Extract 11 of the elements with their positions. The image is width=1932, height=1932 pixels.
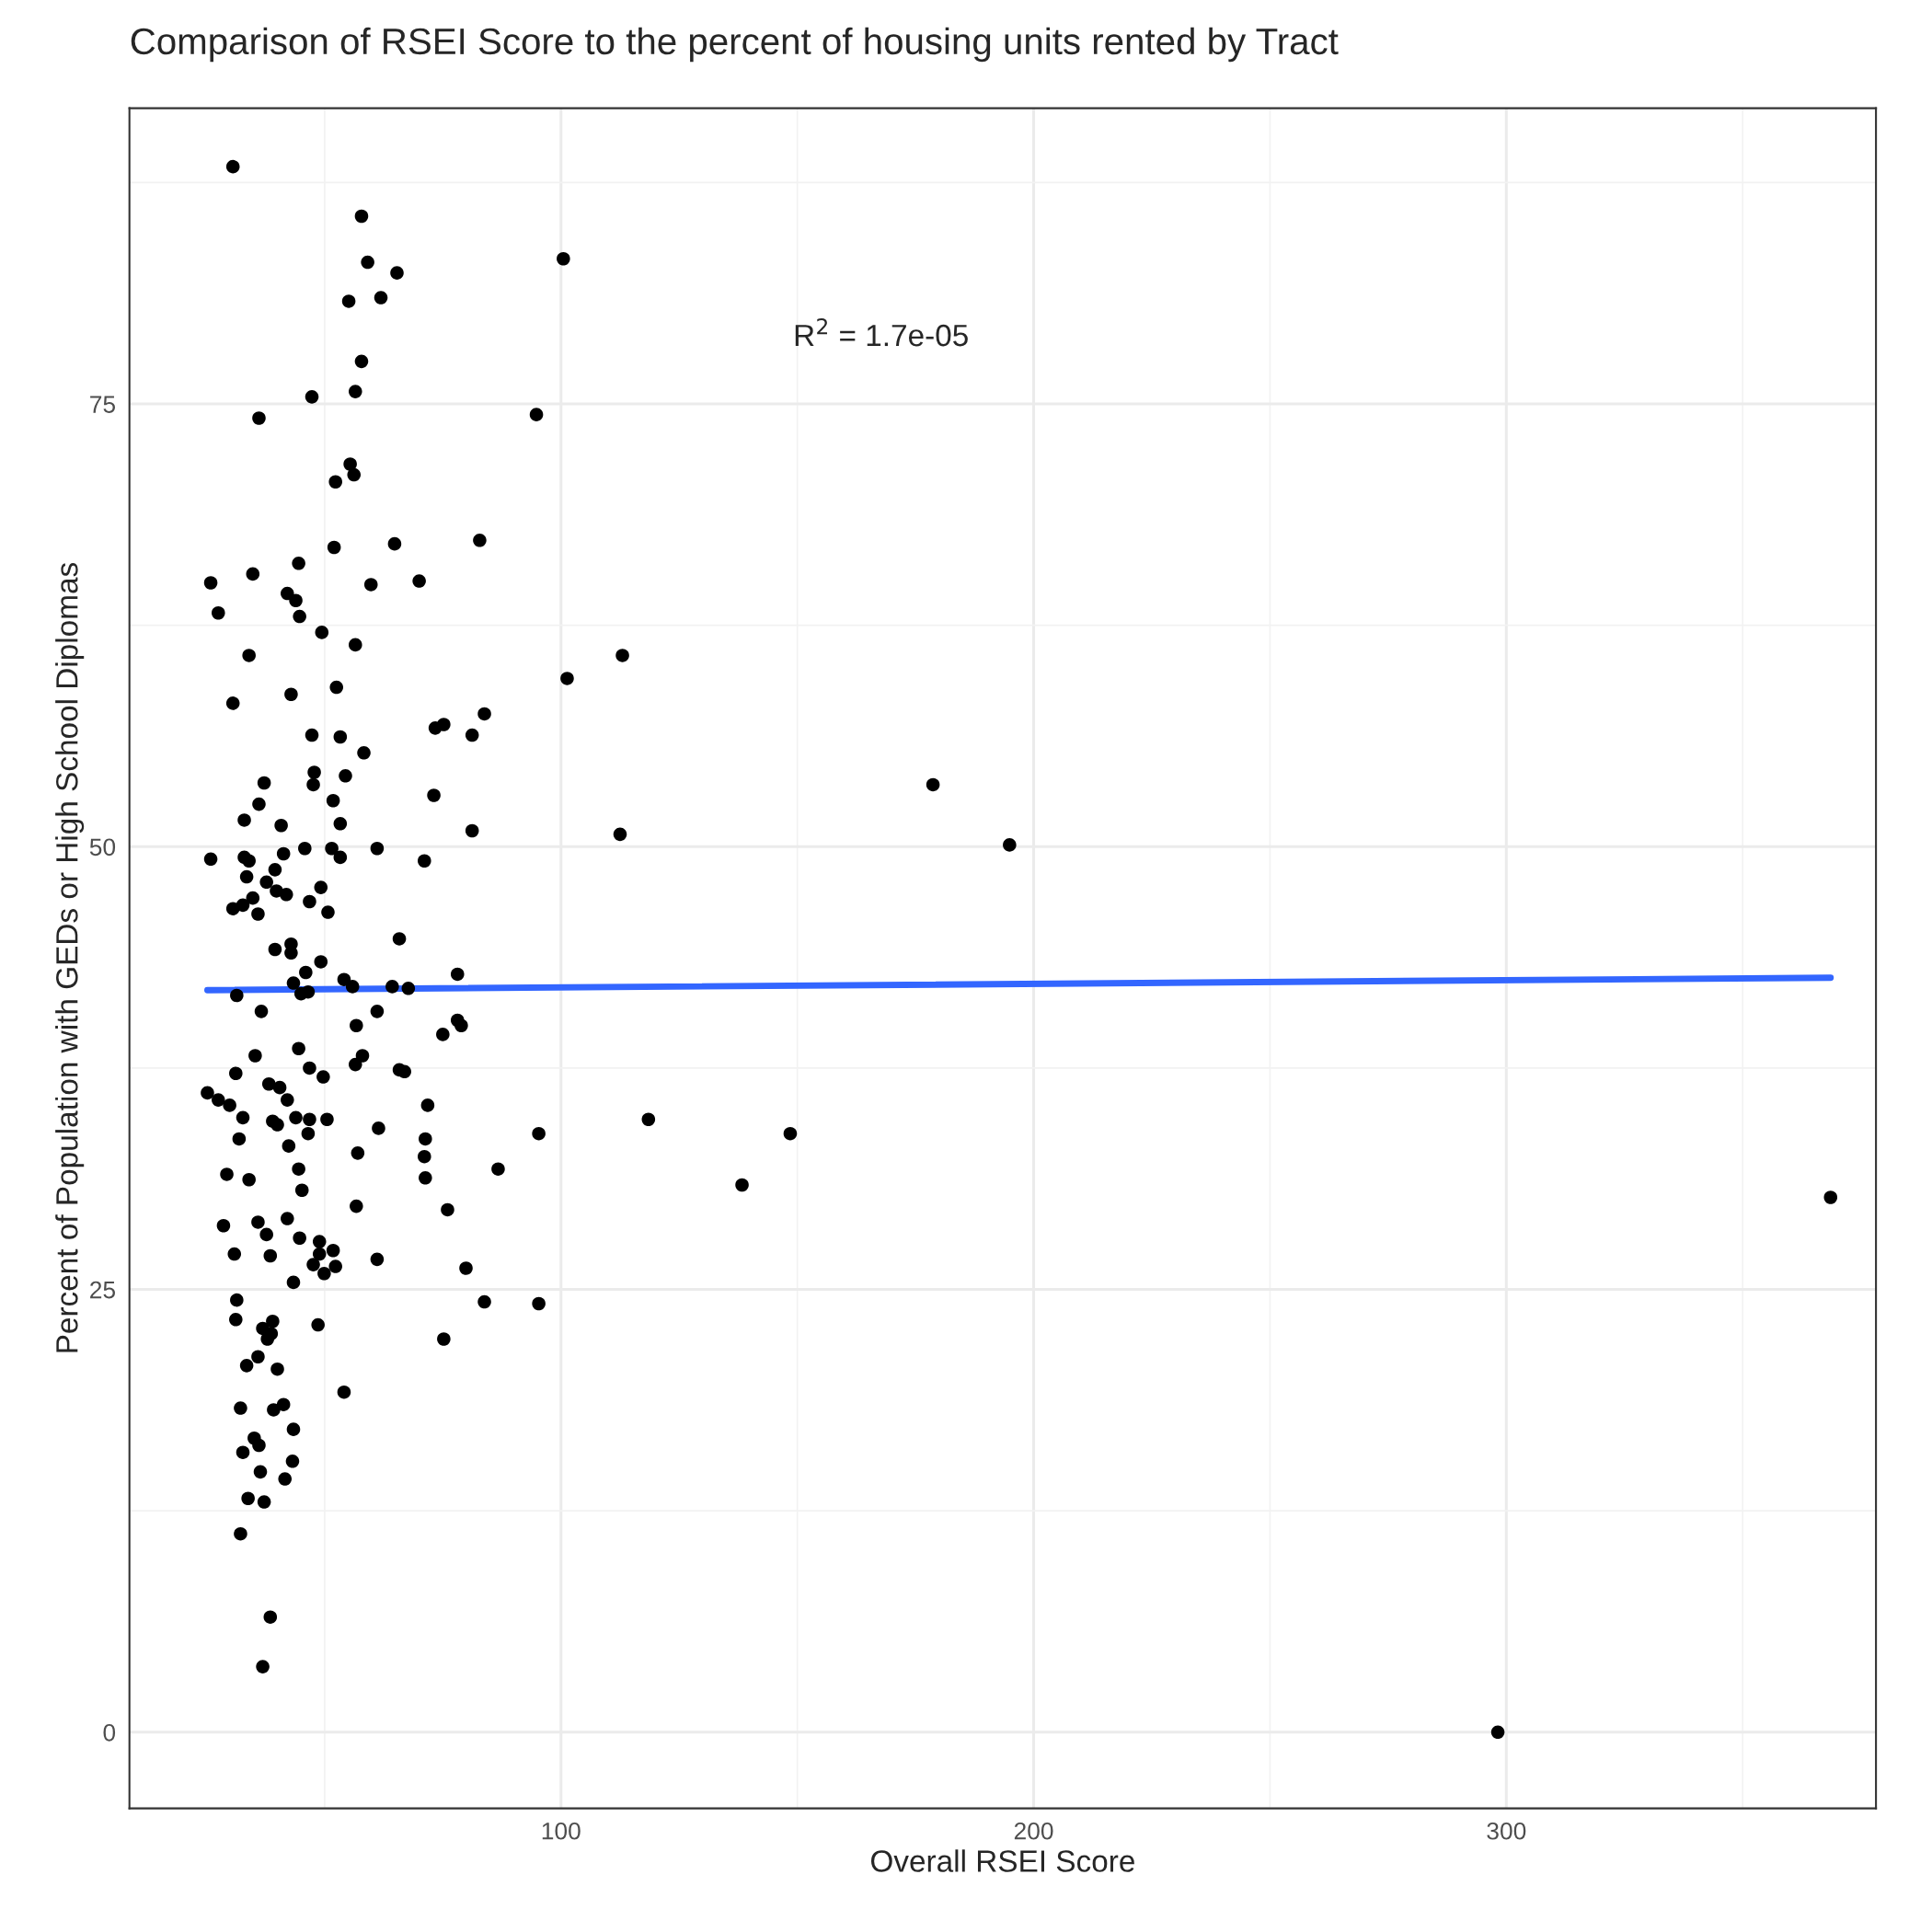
y-tick-label: 0 <box>103 1723 116 1742</box>
y-tick-label: 75 <box>90 396 116 413</box>
chart-title: Comparison of RSEI Score to the percent of housing units rented by Tract <box>131 27 1339 63</box>
y-tick-label: 25 <box>90 1281 116 1299</box>
x-tick-label: 100 <box>542 1822 581 1840</box>
x-tick-label: 300 <box>1487 1822 1526 1840</box>
y-axis-title: Percent of Population with GEDs or High School Diplomas <box>55 563 85 1352</box>
annotation: R$^{2}$ = 1.7e-05 <box>795 317 968 347</box>
x-axis-title: Overall RSEI Score <box>870 1849 1134 1872</box>
x-tick-label: 200 <box>1014 1822 1053 1840</box>
y-tick-label: 50 <box>89 838 116 857</box>
